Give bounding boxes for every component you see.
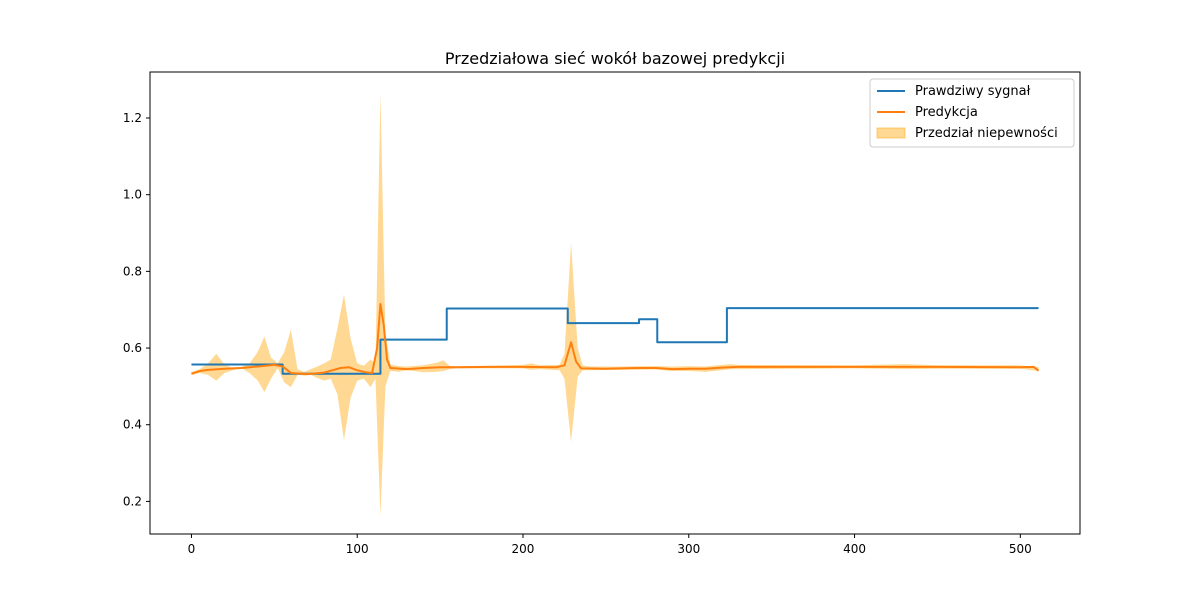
legend-swatch-band [876, 127, 906, 139]
y-tick-label: 0.2 [123, 494, 142, 508]
y-tick-label: 1.0 [123, 188, 142, 202]
axes-frame [149, 71, 1081, 535]
true-signal-line [191, 307, 1039, 375]
x-tick-label: 0 [188, 542, 196, 556]
x-tick-label: 400 [843, 542, 866, 556]
legend: Prawdziwy sygnał Predykcja Przedział niepe… [869, 78, 1075, 148]
y-tick-label: 0.6 [123, 341, 142, 355]
x-tick-label: 200 [512, 542, 535, 556]
prediction-line [191, 302, 1040, 376]
legend-label: Predykcja [915, 105, 978, 120]
x-tick-label: 300 [677, 542, 700, 556]
x-tick-label: 500 [1009, 542, 1032, 556]
plot-area [191, 93, 1040, 517]
axes: 0 100 200 300 400 500 0.2 0.4 0.6 0.8 1.0 1.2 [123, 71, 1081, 556]
y-tick-label: 0.4 [123, 418, 142, 432]
legend-box [869, 78, 1075, 148]
chart-title: Przedziałowa sieć wokół bazowej predykcj… [445, 49, 785, 68]
y-tick-label: 0.8 [123, 264, 142, 278]
legend-label: Przedział niepewności [915, 126, 1058, 141]
plot-content [191, 93, 1040, 517]
legend-label: Prawdziwy sygnał [915, 84, 1031, 99]
x-tick-label: 100 [346, 542, 369, 556]
y-tick-label: 1.2 [123, 111, 142, 125]
